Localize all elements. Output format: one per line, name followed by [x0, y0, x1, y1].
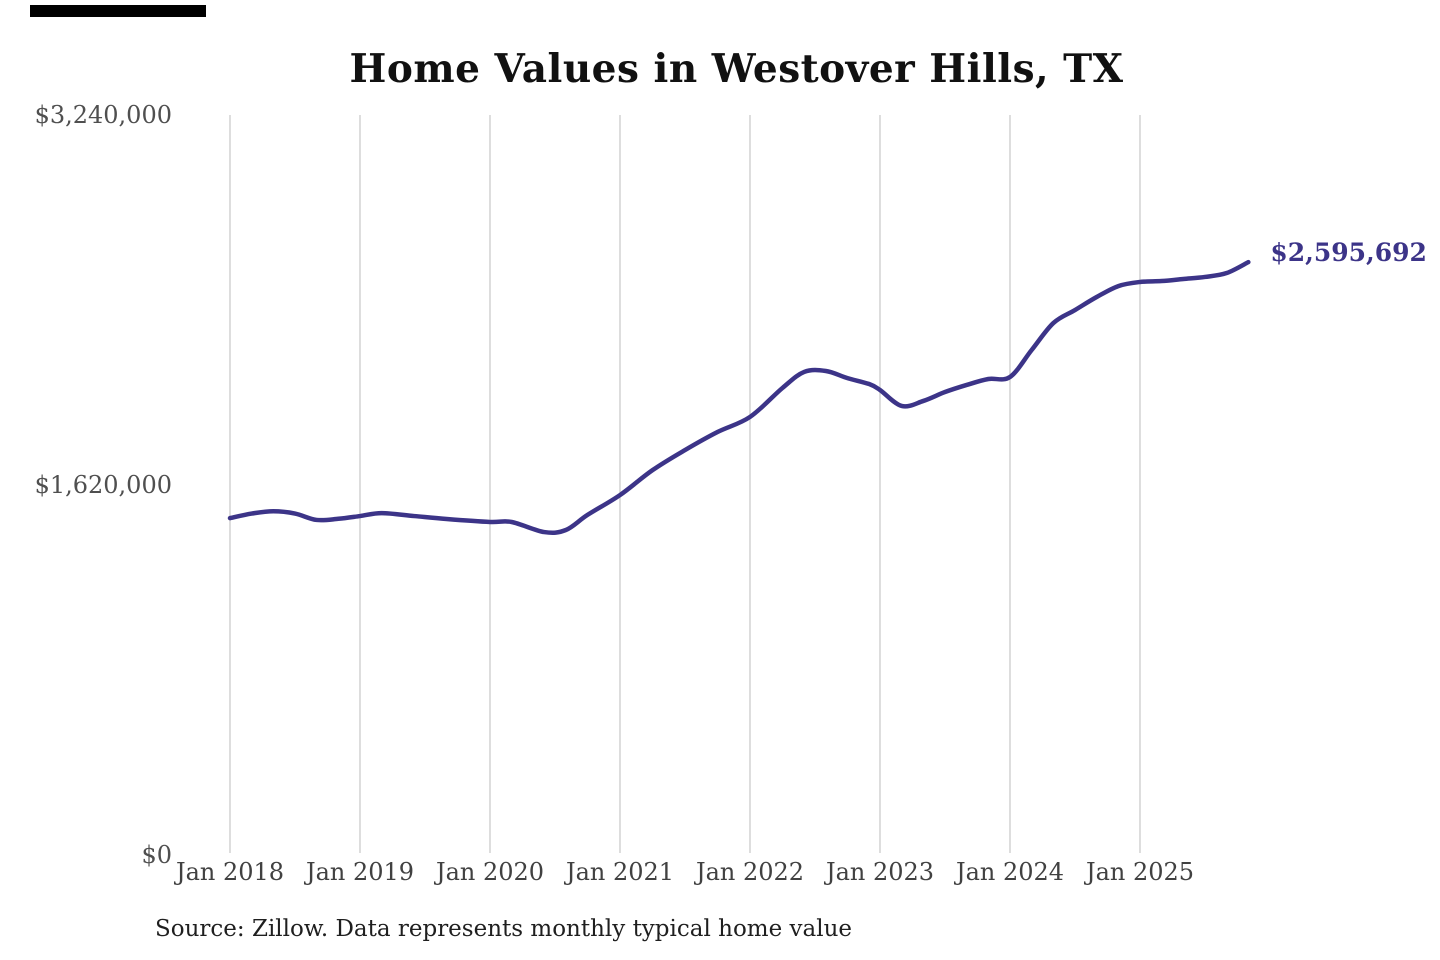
top-left-artifact-bar: [30, 5, 206, 17]
y-tick-label: $3,240,000: [34, 101, 172, 129]
x-tick-label: Jan 2018: [175, 858, 285, 886]
x-tick-label: Jan 2024: [955, 858, 1065, 886]
x-tick-label: Jan 2020: [435, 858, 545, 886]
current-value-label: $2,595,692: [1270, 238, 1427, 268]
value-line: [227, 259, 1251, 535]
y-tick-label: $0: [141, 841, 172, 869]
x-tick-label: Jan 2022: [695, 858, 805, 886]
x-tick-label: Jan 2021: [565, 858, 675, 886]
x-tick-label: Jan 2025: [1085, 858, 1195, 886]
x-tick-label: Jan 2023: [825, 858, 935, 886]
gridlines: [229, 115, 1141, 853]
y-tick-label: $1,620,000: [34, 471, 172, 499]
source-note: Source: Zillow. Data represents monthly …: [155, 916, 853, 942]
chart-title: Home Values in Westover Hills, TX: [349, 46, 1124, 92]
x-tick-label: Jan 2019: [305, 858, 415, 886]
